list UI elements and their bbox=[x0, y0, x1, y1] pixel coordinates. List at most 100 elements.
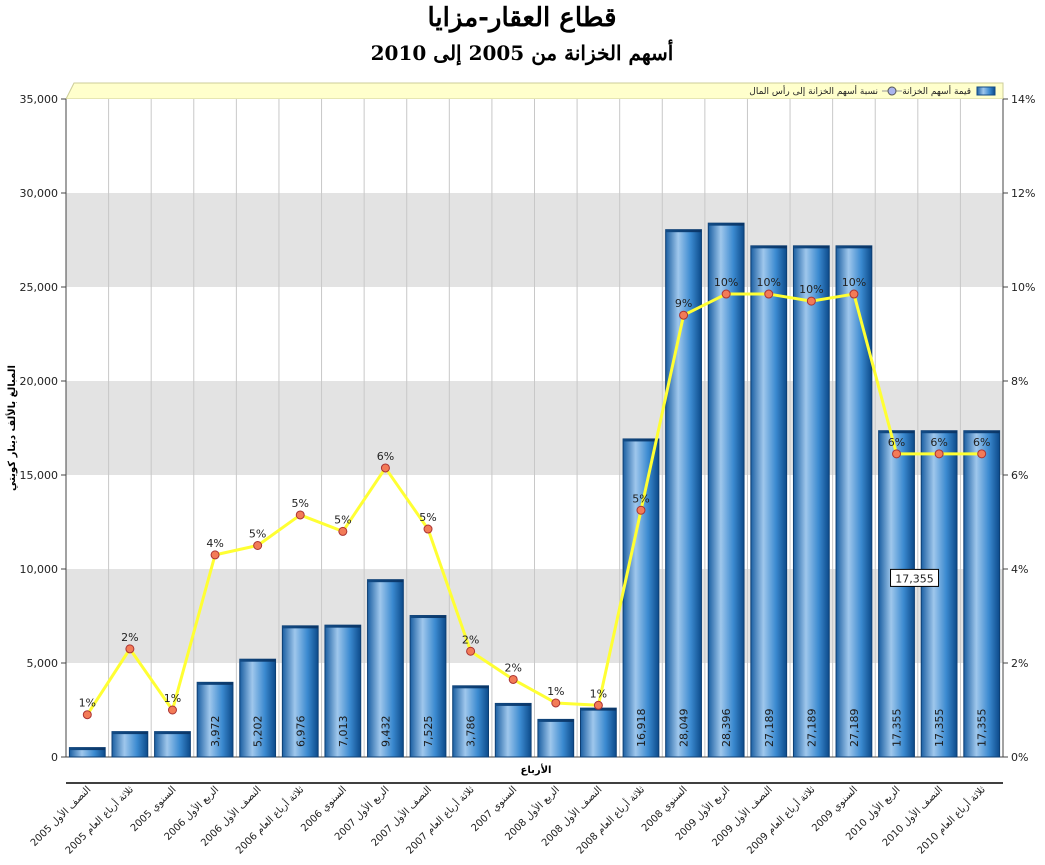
legend: قيمة أسهم الخزانة نسبة أسهم الخزانة إلى … bbox=[749, 85, 996, 97]
ratio-point bbox=[679, 310, 689, 320]
bar-cap bbox=[537, 719, 574, 722]
ratio-point-label: 5% bbox=[632, 492, 649, 505]
ratio-point bbox=[551, 698, 561, 708]
bar bbox=[963, 430, 1001, 758]
bar bbox=[579, 707, 617, 758]
bar-value-label: 17,355 bbox=[933, 709, 946, 748]
y2-tick-label: 14% bbox=[1011, 93, 1035, 106]
bar bbox=[494, 702, 532, 758]
ratio-point-label: 1% bbox=[547, 685, 564, 698]
bar bbox=[750, 245, 788, 758]
bar bbox=[239, 658, 277, 758]
bar bbox=[537, 718, 575, 758]
ratio-point-label: 6% bbox=[973, 436, 990, 449]
bar-value-label: 7,525 bbox=[422, 716, 435, 748]
y-tick-label: 35,000 bbox=[20, 93, 59, 106]
ratio-point bbox=[167, 705, 177, 715]
ratio-point-label: 5% bbox=[249, 528, 266, 541]
ratio-point-label: 4% bbox=[206, 537, 223, 550]
ratio-point-label: 2% bbox=[462, 633, 479, 646]
ratio-point-label: 1% bbox=[79, 697, 96, 710]
plot-area: 0 5,000 10,000 15,000 20,000 25,000 30,000 35,0… bbox=[20, 93, 1036, 857]
legend-swatch-marker bbox=[887, 86, 897, 96]
ratio-point-label: 5% bbox=[419, 511, 436, 524]
ratio-point bbox=[380, 463, 390, 473]
bar-cap bbox=[111, 731, 148, 735]
ratio-point-label: 10% bbox=[842, 276, 866, 289]
ratio-point bbox=[466, 646, 476, 656]
x-tick-label: ثلاثة أرباع العام 2007 bbox=[403, 783, 477, 857]
y2-tick-label: 10% bbox=[1011, 281, 1035, 294]
bar-cap bbox=[452, 685, 489, 689]
ratio-point-label: 6% bbox=[888, 436, 905, 449]
ratio-point-label: 5% bbox=[334, 513, 351, 526]
chart-subtitle: أسهم الخزانة من 2005 إلى 2010 bbox=[371, 39, 674, 66]
bar bbox=[835, 245, 873, 758]
bar bbox=[111, 731, 149, 758]
ratio-point bbox=[636, 505, 646, 515]
x-axis-title: الأرباع bbox=[521, 763, 552, 776]
bar-cap bbox=[623, 438, 659, 442]
x-tick-label: ثلاثة أرباع العام 2006 bbox=[233, 783, 307, 857]
ratio-point-label: 10% bbox=[714, 276, 738, 289]
bar-cap bbox=[282, 625, 319, 629]
bar-value-label: 5,202 bbox=[252, 716, 265, 748]
tooltip-box bbox=[890, 568, 940, 587]
bar bbox=[367, 579, 404, 758]
bar bbox=[878, 430, 915, 758]
ratio-point bbox=[423, 524, 433, 534]
bar bbox=[196, 681, 234, 758]
y2-tick-label: 8% bbox=[1011, 375, 1028, 388]
ratio-point bbox=[764, 289, 774, 299]
y2-tick-label: 0% bbox=[1011, 751, 1028, 764]
bar-cap bbox=[878, 430, 915, 434]
x-tick-label: ثلاثة أرباع العام 2008 bbox=[573, 783, 647, 857]
bar-value-label: 9,432 bbox=[379, 716, 392, 748]
ratio-point-label: 10% bbox=[757, 276, 781, 289]
y-axis-title: المبالغ بالألف دينار كويتي bbox=[5, 365, 18, 491]
bar bbox=[452, 685, 490, 758]
bar bbox=[920, 430, 958, 758]
bar-cap bbox=[836, 245, 872, 249]
bar-value-label: 17,355 bbox=[891, 709, 904, 748]
ratio-point-label: 5% bbox=[292, 497, 309, 510]
ratio-point bbox=[253, 541, 263, 550]
ratio-point bbox=[849, 289, 859, 299]
bar-value-label: 6,976 bbox=[294, 716, 307, 748]
bar-value-label: 27,189 bbox=[763, 709, 776, 748]
ratio-point-label: 6% bbox=[377, 450, 394, 463]
ratio-point bbox=[338, 526, 348, 536]
bar-cap bbox=[921, 430, 958, 434]
bar-value-label: 27,189 bbox=[848, 709, 861, 748]
bar bbox=[154, 731, 191, 758]
bar bbox=[324, 624, 362, 758]
bar-value-label: 17,355 bbox=[976, 709, 989, 748]
y2-tick-label: 4% bbox=[1011, 563, 1028, 576]
bar-cap bbox=[410, 615, 446, 619]
bar-cap bbox=[154, 731, 191, 735]
ratio-point bbox=[508, 674, 518, 684]
ratio-point bbox=[977, 449, 987, 459]
bar bbox=[707, 222, 745, 758]
ratio-point-label: 2% bbox=[121, 631, 138, 644]
ratio-point bbox=[593, 700, 603, 710]
chart-title: قطاع العقار-مزايا bbox=[427, 3, 616, 33]
y-tick-label: 10,000 bbox=[20, 563, 59, 576]
bar-cap bbox=[495, 703, 532, 706]
ratio-line bbox=[86, 292, 982, 716]
y2-tick-label: 6% bbox=[1011, 469, 1028, 482]
legend-label-bar: قيمة أسهم الخزانة bbox=[902, 85, 971, 97]
tooltip-value: 17,355 bbox=[895, 572, 934, 585]
y-tick-label: 5,000 bbox=[27, 657, 59, 670]
ratio-point bbox=[125, 644, 135, 654]
y2-tick-label: 12% bbox=[1011, 187, 1035, 200]
bar-value-label: 16,918 bbox=[635, 709, 648, 748]
y2-tick-label: 2% bbox=[1011, 657, 1028, 670]
legend-swatch-bar bbox=[976, 86, 996, 96]
bar bbox=[281, 625, 319, 758]
bar-cap bbox=[793, 245, 830, 249]
x-tick-label: ثلاثة أرباع العام 2009 bbox=[744, 783, 818, 857]
bar-value-label: 27,189 bbox=[805, 709, 818, 748]
y-tick-label: 25,000 bbox=[20, 281, 59, 294]
